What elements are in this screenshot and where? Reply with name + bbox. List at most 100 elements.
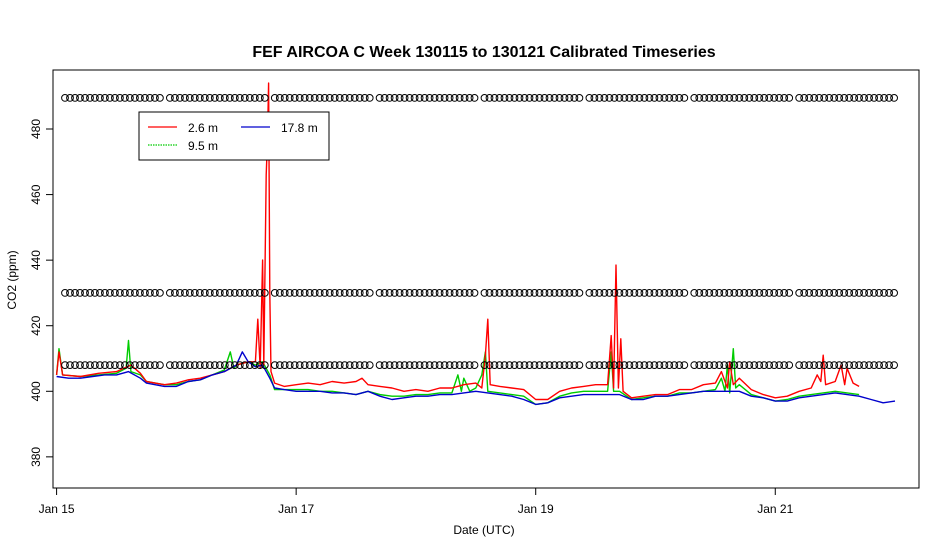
marker-point <box>570 289 579 297</box>
marker-point <box>890 289 898 297</box>
marker-point <box>720 289 729 297</box>
marker-point <box>455 361 464 370</box>
marker-point <box>880 289 888 297</box>
marker-point <box>535 361 544 370</box>
marker-point <box>795 361 804 370</box>
marker-point <box>295 521 302 528</box>
marker-point <box>305 94 314 102</box>
marker-point <box>795 521 802 528</box>
marker-point <box>625 289 634 297</box>
marker-point <box>505 94 514 102</box>
marker-point <box>540 289 549 297</box>
marker-point <box>470 289 479 297</box>
marker-point <box>86 289 94 297</box>
marker-point <box>166 521 173 528</box>
marker-point <box>320 94 329 102</box>
marker-point <box>570 94 579 102</box>
y-tick-label: 380 <box>29 447 43 467</box>
series-line-0 <box>55 82 860 401</box>
marker-point <box>520 94 529 102</box>
marker-point <box>510 94 519 102</box>
marker-point <box>96 289 104 297</box>
marker-point <box>555 289 564 297</box>
marker-point <box>131 289 139 297</box>
marker-point <box>825 94 834 102</box>
marker-point <box>545 94 554 102</box>
y-axis: 380 400 420 440 460 480 <box>29 119 53 467</box>
marker-point <box>700 94 709 102</box>
marker-point <box>865 94 873 102</box>
x-tick-label: Jan 21 <box>757 502 793 516</box>
marker-point <box>181 94 189 102</box>
marker-point <box>355 289 364 297</box>
marker-point <box>81 361 89 370</box>
marker-point <box>125 289 134 297</box>
marker-point <box>575 361 584 370</box>
marker-point <box>230 289 239 297</box>
marker-point <box>855 94 863 102</box>
marker-point <box>190 94 199 102</box>
marker-point <box>255 94 264 102</box>
marker-point <box>525 361 534 370</box>
marker-point <box>395 289 404 297</box>
marker-point <box>745 521 752 528</box>
marker-point <box>415 521 422 528</box>
marker-point <box>490 289 499 297</box>
marker-point <box>190 521 197 528</box>
marker-point <box>166 94 174 102</box>
marker-point <box>755 361 764 370</box>
marker-point <box>405 361 414 370</box>
marker-point <box>735 361 744 370</box>
marker-point <box>176 94 184 102</box>
marker-point <box>645 361 654 370</box>
marker-point <box>620 521 627 528</box>
marker-point <box>330 289 339 297</box>
marker-point <box>440 289 449 297</box>
series-line-2 <box>56 351 896 406</box>
marker-point <box>400 289 409 297</box>
marker-point <box>720 521 727 528</box>
marker-point <box>460 289 469 297</box>
marker-point <box>116 289 124 297</box>
marker-point <box>665 94 674 102</box>
marker-point <box>390 94 399 102</box>
marker-point <box>490 94 499 102</box>
marker-point <box>775 94 784 102</box>
marker-point <box>565 94 574 102</box>
marker-point <box>96 361 104 370</box>
marker-point <box>655 94 664 102</box>
marker-point <box>340 361 349 370</box>
marker-point <box>290 289 299 297</box>
marker-point <box>705 521 712 528</box>
marker-point <box>171 289 179 297</box>
marker-point <box>295 361 304 370</box>
marker-point <box>220 361 229 370</box>
marker-point <box>395 521 402 528</box>
marker-point <box>220 521 227 528</box>
marker-point <box>655 521 662 528</box>
marker-point <box>190 361 199 370</box>
marker-point <box>700 289 709 297</box>
legend: 2.6 m 9.5 m 17.8 m <box>138 111 330 161</box>
marker-point <box>760 521 767 528</box>
marker-point <box>540 521 547 528</box>
marker-point <box>800 94 809 102</box>
marker-point <box>245 289 254 297</box>
marker-point <box>660 521 667 528</box>
marker-point <box>460 361 469 370</box>
marker-point <box>460 94 469 102</box>
marker-point <box>590 289 599 297</box>
marker-point <box>440 361 449 370</box>
marker-point <box>200 94 209 102</box>
marker-point <box>670 289 679 297</box>
marker-point <box>81 289 89 297</box>
marker-point <box>210 289 219 297</box>
marker-point <box>220 289 229 297</box>
marker-point <box>300 521 307 528</box>
marker-point <box>745 94 754 102</box>
marker-point <box>595 521 602 528</box>
marker-point <box>435 94 444 102</box>
marker-point <box>845 94 854 102</box>
marker-point <box>270 521 277 528</box>
marker-point <box>86 521 93 528</box>
